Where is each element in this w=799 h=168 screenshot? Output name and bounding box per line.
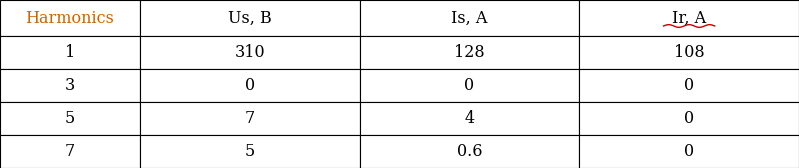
Text: Harmonics: Harmonics [26, 10, 114, 27]
Bar [140, 135, 360, 168]
Bar [140, 0, 360, 36]
Text: 0: 0 [684, 143, 694, 160]
Text: Us, B: Us, B [228, 10, 272, 27]
Text: 0: 0 [684, 110, 694, 127]
Text: 0: 0 [684, 77, 694, 94]
Bar [360, 135, 579, 168]
Bar [0, 0, 140, 36]
Text: 1: 1 [65, 44, 75, 61]
Bar [0, 36, 140, 69]
Bar [360, 36, 579, 69]
Text: Is, A: Is, A [451, 10, 487, 27]
Text: 0: 0 [244, 77, 255, 94]
Text: 0: 0 [464, 77, 475, 94]
Bar [579, 102, 799, 135]
Bar [0, 102, 140, 135]
Text: 3: 3 [65, 77, 75, 94]
Bar [579, 135, 799, 168]
Bar [140, 102, 360, 135]
Bar [360, 102, 579, 135]
Bar [360, 0, 579, 36]
Bar [360, 69, 579, 102]
Text: 4: 4 [464, 110, 475, 127]
Text: 7: 7 [65, 143, 75, 160]
Bar [140, 69, 360, 102]
Bar [579, 36, 799, 69]
Text: 128: 128 [454, 44, 485, 61]
Text: 7: 7 [244, 110, 255, 127]
Text: 5: 5 [244, 143, 255, 160]
Bar [579, 0, 799, 36]
Bar [579, 69, 799, 102]
Text: 310: 310 [234, 44, 265, 61]
Text: 5: 5 [65, 110, 75, 127]
Text: Ir, A: Ir, A [672, 10, 706, 27]
Text: 108: 108 [674, 44, 705, 61]
Bar [140, 36, 360, 69]
Bar [0, 69, 140, 102]
Text: 0.6: 0.6 [457, 143, 482, 160]
Bar [0, 135, 140, 168]
